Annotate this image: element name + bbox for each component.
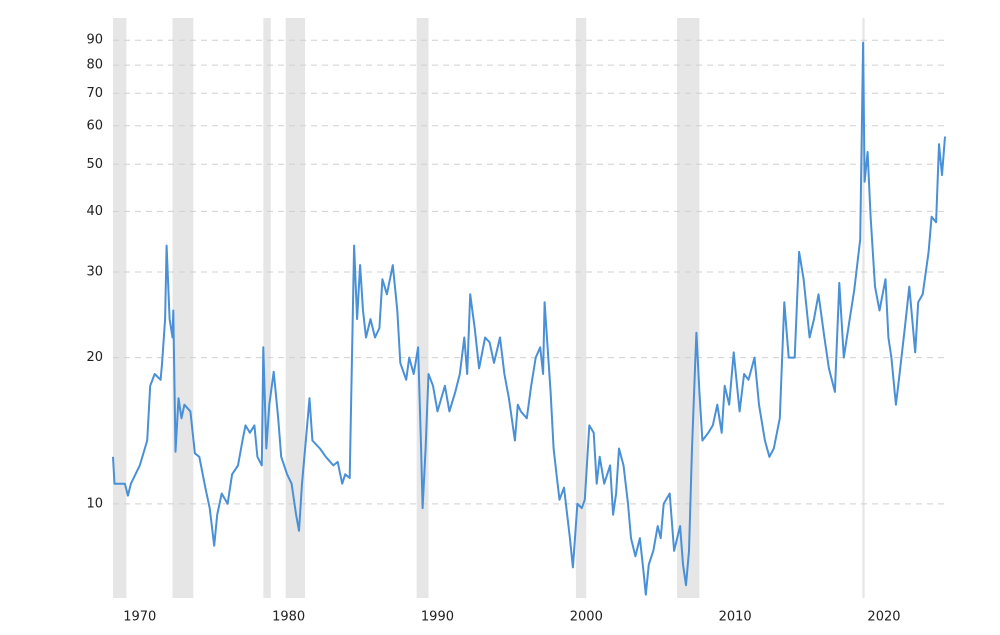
x-tick-label: 1990 xyxy=(421,610,454,625)
y-tick-label: 30 xyxy=(86,265,103,280)
y-tick-label: 40 xyxy=(86,204,103,219)
x-tick-label: 2000 xyxy=(570,610,603,625)
x-tick-label: 2010 xyxy=(719,610,752,625)
y-tick-label: 60 xyxy=(86,118,103,133)
x-tick-label: 1970 xyxy=(123,610,156,625)
recession-band xyxy=(677,18,700,598)
y-tick-label: 50 xyxy=(86,157,103,172)
data-line xyxy=(112,41,946,596)
y-tick-label: 90 xyxy=(86,33,103,48)
y-tick-label: 70 xyxy=(86,86,103,101)
recession-band xyxy=(172,18,194,598)
y-tick-label: 80 xyxy=(86,58,103,73)
y-tick-label: 10 xyxy=(86,496,103,511)
recession-band xyxy=(575,18,587,598)
x-tick-label: 1980 xyxy=(272,610,305,625)
recession-band xyxy=(113,18,127,598)
recession-band xyxy=(263,18,271,598)
recession-band xyxy=(862,18,865,598)
y-tick-label: 20 xyxy=(86,350,103,365)
recession-band xyxy=(416,18,429,598)
x-tick-label: 2020 xyxy=(867,610,900,625)
recession-band xyxy=(285,18,305,598)
